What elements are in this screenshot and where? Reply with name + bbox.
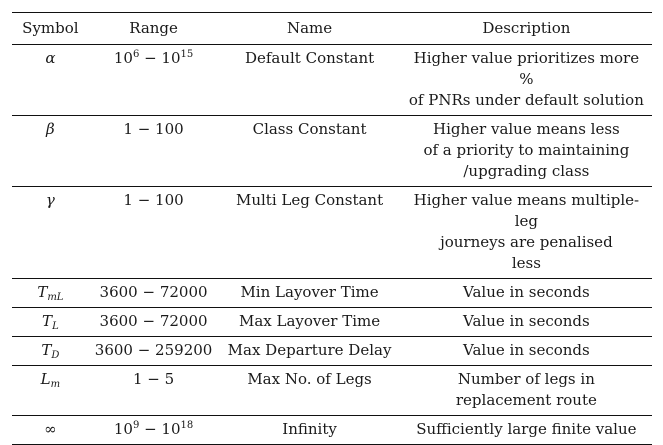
symbol-base: T [37,283,48,301]
range-cell: 1 − 100 [88,115,219,187]
table-body: α 106 − 1015 Default Constant Higher val… [12,44,652,445]
description-cell: Higher value prioritizes more % of PNRs … [400,44,652,116]
table-row: TD 3600 − 259200 Max Departure Delay Val… [12,336,652,366]
table-row: β 1 − 100 Class Constant Higher value me… [12,115,652,187]
description-line: Sufficiently large finite value [416,420,637,438]
description-cell: Higher value means less of a priority to… [400,115,652,187]
symbol-subscript: L [52,321,59,332]
name-cell: Default Constant [218,44,401,116]
range-exp-a: 6 [132,49,140,60]
symbol-text: β [46,120,55,138]
description-cell: Value in seconds [400,278,652,308]
description-cell: Higher value means multiple-leg journeys… [400,186,652,279]
symbol-cell: Lm [12,365,89,416]
symbol-subscript: mL [47,292,64,303]
symbol-cell: γ [12,186,89,279]
range-exp-b: 18 [180,420,194,431]
description-line: Higher value prioritizes more % [413,49,640,88]
table-row: Lm 1 − 5 Max No. of Legs Number of legs … [12,365,652,416]
description-line: Higher value means multiple-leg [413,191,640,230]
description-line: Value in seconds [463,283,590,301]
range-sep: − [139,420,162,438]
symbol-cell: TL [12,307,89,337]
symbol-cell: β [12,115,89,187]
name-cell: Min Layover Time [218,278,401,308]
header-row: Symbol Range Name Description [12,12,652,45]
description-cell: Value in seconds [400,307,652,337]
name-cell: Max Departure Delay [218,336,401,366]
range-cell: 1 − 5 [88,365,219,416]
description-line: Higher value means less [433,120,620,138]
description-line: replacement route [455,391,597,409]
range-base-a: 10 [113,420,133,438]
symbol-text: γ [45,191,55,209]
symbol-subscript: D [51,350,60,361]
name-cell: Max No. of Legs [218,365,401,416]
symbol-cell: TD [12,336,89,366]
symbol-subscript: m [50,379,61,390]
table-row: γ 1 − 100 Multi Leg Constant Higher valu… [12,186,652,279]
parameters-table-container: Symbol Range Name Description α 106 − 10… [12,12,652,445]
description-line: Number of legs in [457,370,595,388]
table-header: Symbol Range Name Description [12,12,652,45]
parameters-table: Symbol Range Name Description α 106 − 10… [12,12,652,445]
range-cell: 1 − 100 [88,186,219,279]
description-line: of a priority to maintaining [423,141,630,159]
table-row: TmL 3600 − 72000 Min Layover Time Value … [12,278,652,308]
name-cell: Multi Leg Constant [218,186,401,279]
header-range: Range [88,12,219,45]
description-cell: Value in seconds [400,336,652,366]
range-cell: 3600 − 72000 [88,278,219,308]
range-cell: 3600 − 259200 [88,336,219,366]
symbol-cell: TmL [12,278,89,308]
description-line: journeys are penalised [440,233,613,251]
symbol-base: T [42,312,53,330]
description-line: /upgrading class [463,162,590,180]
symbol-base: T [41,341,52,359]
symbol-base: L [40,370,51,388]
range-cell: 3600 − 72000 [88,307,219,337]
header-symbol: Symbol [12,12,89,45]
description-line: Value in seconds [463,341,590,359]
range-cell: 106 − 1015 [88,44,219,116]
description-line: Value in seconds [463,312,590,330]
range-base-a: 10 [113,49,133,67]
range-base-b: 10 [161,420,181,438]
symbol-text: ∞ [44,420,57,438]
range-base-b: 10 [161,49,181,67]
range-sep: − [139,49,162,67]
symbol-cell: α [12,44,89,116]
description-line: less [511,254,541,272]
header-description: Description [400,12,652,45]
table-row: α 106 − 1015 Default Constant Higher val… [12,44,652,116]
range-exp-b: 15 [180,49,194,60]
name-cell: Class Constant [218,115,401,187]
symbol-text: α [45,49,56,67]
description-cell: Number of legs in replacement route [400,365,652,416]
description-line: of PNRs under default solution [408,91,644,109]
name-cell: Max Layover Time [218,307,401,337]
header-name: Name [218,12,401,45]
table-row: TL 3600 − 72000 Max Layover Time Value i… [12,307,652,337]
